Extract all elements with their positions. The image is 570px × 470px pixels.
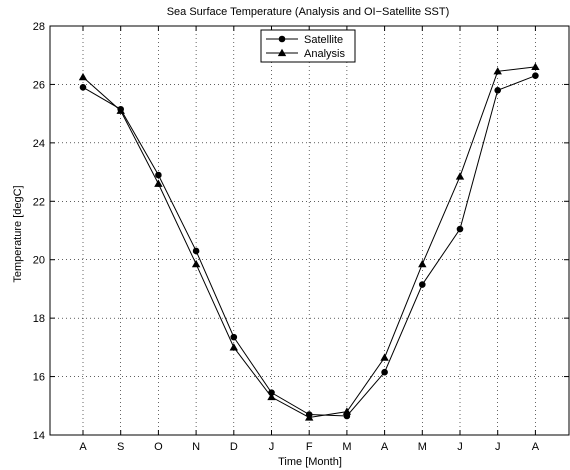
analysis-data-point (191, 259, 201, 268)
y-tick-label: 22 (33, 196, 45, 208)
y-tick-label: 28 (33, 21, 45, 33)
satellite-data-point (494, 86, 502, 94)
chart-title: Sea Surface Temperature (Analysis and OI… (167, 6, 450, 18)
analysis-data-point (531, 62, 540, 71)
analysis-data-point (116, 106, 125, 114)
analysis-data-point (305, 413, 314, 421)
analysis-data-point (342, 407, 352, 415)
legend-analysis-label: Analysis (304, 48, 345, 60)
x-tick-label: O (154, 441, 163, 453)
y-tick-label: 14 (33, 430, 45, 442)
x-tick-label: M (418, 441, 427, 453)
x-tick-label: J (269, 441, 275, 453)
legend-satellite-label: Satellite (304, 34, 343, 46)
analysis-data-point (154, 179, 163, 187)
y-tick-label: 20 (33, 255, 45, 267)
satellite-data-point (456, 225, 464, 233)
legend-satellite-marker (278, 35, 286, 43)
analysis-data-point (78, 72, 88, 81)
legend: Satellite Analysis (260, 29, 356, 63)
y-tick-label: 16 (33, 372, 45, 384)
satellite-data-point (155, 171, 162, 179)
x-tick-label: J (495, 441, 501, 453)
x-tick-label: J (457, 441, 463, 453)
axis-ticks: A S O N D J F M A M J J A 14 16 18 20 22 24 26 28 (33, 21, 569, 453)
data-series (78, 62, 540, 421)
x-tick-label: M (342, 441, 351, 453)
x-tick-label: A (381, 441, 389, 453)
y-axis-label: Temperature [degC] (12, 185, 24, 282)
x-tick-label: D (230, 441, 238, 453)
x-tick-label: N (192, 441, 200, 453)
satellite-data-point (532, 72, 539, 79)
analysis-data-point (493, 67, 502, 75)
analysis-data-point (229, 343, 238, 351)
legend-analysis-marker (277, 48, 287, 57)
y-tick-label: 24 (33, 138, 45, 150)
analysis-data-point (418, 259, 427, 268)
x-axis-label: Time [Month] (278, 456, 342, 468)
x-tick-label: F (306, 441, 313, 453)
satellite-data-point (192, 247, 200, 255)
grid-lines (50, 26, 569, 435)
satellite-data-point (230, 333, 238, 341)
legend-box (260, 29, 356, 63)
satellite-data-point (419, 281, 426, 288)
x-tick-label: A (532, 441, 540, 453)
satellite-data-point (381, 368, 388, 376)
satellite-data-point (79, 84, 87, 91)
y-tick-label: 18 (33, 313, 45, 325)
analysis-data-point (267, 392, 276, 401)
analysis-data-point (455, 172, 465, 180)
analysis-data-point (380, 353, 389, 361)
x-tick-label: S (117, 441, 124, 453)
y-tick-label: 26 (33, 79, 45, 91)
x-tick-label: A (79, 441, 87, 453)
